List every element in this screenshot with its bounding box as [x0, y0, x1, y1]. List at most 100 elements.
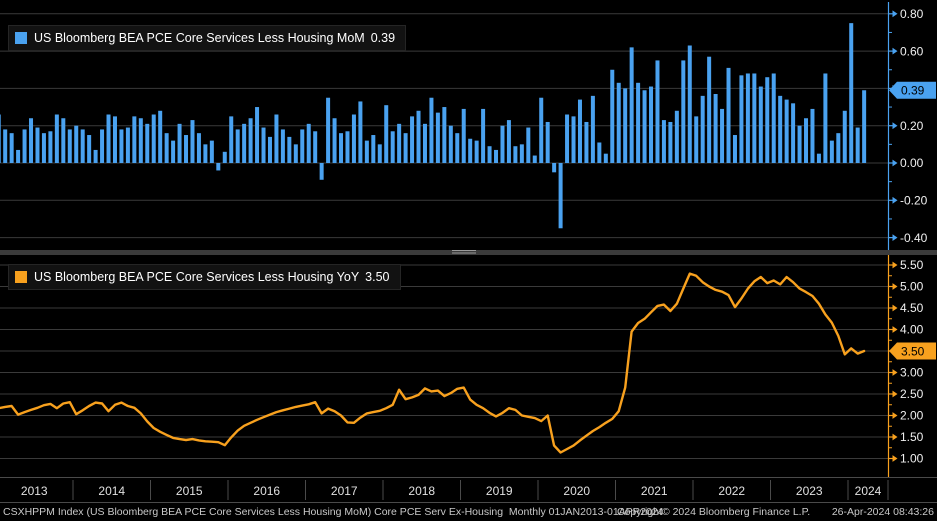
- bar: [745, 73, 750, 163]
- axis-tick-label: 3.00: [900, 366, 924, 380]
- bar: [410, 116, 415, 164]
- bar: [577, 99, 582, 163]
- bar: [661, 120, 666, 163]
- tick-arrow-icon: [892, 234, 898, 241]
- bar: [668, 121, 673, 163]
- bar: [112, 116, 117, 164]
- bar: [384, 105, 389, 163]
- bar: [687, 45, 692, 163]
- bar: [203, 144, 208, 163]
- legend-yoy[interactable]: US Bloomberg BEA PCE Core Services Less …: [8, 264, 401, 290]
- tick-arrow-icon: [892, 122, 898, 130]
- tick-arrow-icon: [892, 390, 898, 398]
- bar: [119, 129, 124, 163]
- bar: [80, 129, 85, 163]
- bar: [429, 97, 434, 163]
- yoy-line-series: [0, 272, 866, 454]
- bar: [300, 129, 305, 163]
- tick-arrow-icon: [892, 159, 898, 167]
- status-copyright: Copyright© 2024 Bloomberg Finance L.P.: [617, 506, 811, 518]
- bar: [468, 138, 473, 163]
- last-value-tag-mom: 0.39: [889, 81, 936, 99]
- bar: [623, 88, 628, 163]
- bar: [222, 151, 227, 163]
- bar: [829, 140, 834, 163]
- tick-arrow-icon: [892, 47, 898, 55]
- bar: [823, 73, 828, 163]
- bar: [558, 163, 563, 229]
- bar: [474, 140, 479, 163]
- bar: [184, 135, 189, 163]
- axis-tick-label: 1.50: [900, 430, 924, 444]
- bar: [48, 131, 53, 163]
- bar: [332, 118, 337, 163]
- bar: [855, 127, 860, 163]
- axis-tick-label: 1.00: [900, 452, 924, 466]
- bar: [778, 95, 783, 163]
- x-axis-year-label: 2018: [408, 484, 435, 498]
- tick-arrow-icon: [892, 196, 898, 204]
- bar: [151, 114, 156, 163]
- bar: [261, 127, 266, 163]
- gridlines: [0, 264, 888, 459]
- tick-arrow-icon: [892, 283, 898, 290]
- axis-tick-label: 0.60: [900, 44, 924, 58]
- bar: [513, 146, 518, 163]
- last-value-tag-text: 3.50: [901, 344, 925, 358]
- bar: [364, 140, 369, 163]
- bar: [255, 107, 260, 163]
- legend-swatch-mom-icon: [15, 32, 27, 44]
- bar: [106, 114, 111, 163]
- bar: [603, 153, 608, 163]
- x-axis-year-label: 2015: [176, 484, 203, 498]
- legend-mom[interactable]: US Bloomberg BEA PCE Core Services Less …: [8, 25, 407, 51]
- x-axis-year-row: 2013 2014 2015 2016 2017 2018 2019 2020 2021 2022…: [0, 477, 937, 503]
- bar: [351, 114, 356, 163]
- bar: [326, 97, 331, 163]
- mom-panel: 0.80 0.60 0.20 0.00 -0.20 -0.40 0.39: [0, 2, 936, 250]
- bar: [765, 77, 770, 163]
- bar: [461, 108, 466, 163]
- x-axis-year-label: 2024: [855, 484, 882, 498]
- bar: [158, 110, 163, 163]
- tick-arrow-icon: [892, 261, 898, 269]
- status-timestamp: 26-Apr-2024 08:43:26: [831, 506, 934, 518]
- bar: [41, 133, 46, 163]
- bar: [694, 116, 699, 164]
- bar: [371, 135, 376, 163]
- bar: [67, 129, 72, 163]
- axis-tick-label: 2.50: [900, 387, 924, 401]
- legend-value-yoy: 3.50: [365, 270, 390, 284]
- bar: [287, 136, 292, 163]
- axis-tick-label: 0.00: [900, 156, 924, 170]
- tick-arrow-icon: [892, 10, 898, 18]
- bar: [584, 121, 589, 163]
- bar: [590, 95, 595, 163]
- bar: [242, 123, 247, 163]
- bar: [739, 75, 744, 163]
- bar: [345, 131, 350, 163]
- x-axis-year-label: 2020: [563, 484, 590, 498]
- bar: [87, 135, 92, 163]
- bar: [190, 120, 195, 163]
- bar: [164, 133, 169, 163]
- bar: [797, 125, 802, 163]
- bar: [700, 95, 705, 163]
- bar: [280, 129, 285, 163]
- bar: [313, 131, 318, 163]
- bar: [681, 60, 686, 163]
- right-y-axis: 0.80 0.60 0.20 0.00 -0.20 -0.40: [888, 7, 928, 245]
- chart-canvas: 0.80 0.60 0.20 0.00 -0.20 -0.40 0.39 5.50 5.00 4.…: [0, 2, 937, 503]
- bar: [849, 23, 854, 164]
- bar: [674, 110, 679, 163]
- bar: [74, 125, 79, 163]
- tick-arrow-icon: [892, 326, 898, 333]
- x-axis-year-label: 2022: [718, 484, 745, 498]
- x-axis-year-label: 2013: [21, 484, 48, 498]
- bar: [791, 103, 796, 163]
- bar: [390, 131, 395, 163]
- bar: [132, 116, 137, 164]
- panel-resize-handle-icon[interactable]: [452, 250, 476, 255]
- bar: [552, 163, 557, 173]
